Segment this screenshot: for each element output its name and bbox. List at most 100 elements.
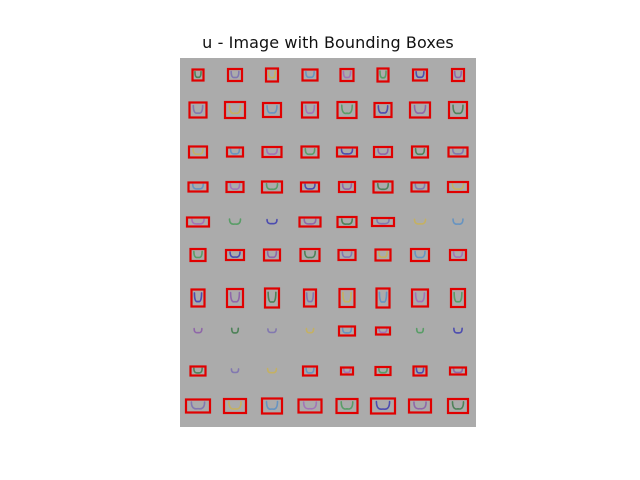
bounding-box [336,215,358,229]
glyph-stroke [305,70,315,79]
glyph-stroke [266,250,278,259]
glyph-sample [411,68,429,82]
bounding-box [300,145,320,159]
glyph-sample [410,181,430,193]
glyph-sample [300,145,320,159]
bounding-box [188,101,208,119]
glyph-stroke [267,291,277,303]
bounding-box [184,398,212,414]
glyph-stroke [376,218,390,225]
glyph-sample [230,368,240,374]
glyph-sample [300,101,320,119]
bounding-box [446,397,470,415]
glyph-stroke [378,367,388,374]
bounding-box [374,326,392,336]
glyph-stroke [452,368,464,374]
glyph-sample [447,146,469,158]
glyph-stroke [415,327,425,334]
glyph-sample [261,145,283,159]
glyph-sample [299,181,321,193]
glyph-sample [188,101,208,119]
bounding-box [187,145,209,159]
glyph-sample [230,327,240,334]
glyph-sample [336,215,358,229]
glyph-stroke [267,70,277,79]
glyph-sample [264,67,280,83]
bounding-box [337,248,357,262]
glyph-stroke [340,218,354,225]
bounding-box [446,180,470,194]
glyph-sample [409,247,431,263]
glyph-sample [410,145,430,159]
glyph-stroke [378,328,388,334]
bounding-box [223,100,247,120]
glyph-sample [338,287,356,309]
glyph-sample [446,397,470,415]
glyph-stroke [415,367,425,374]
glyph-stroke [228,104,242,115]
bounding-box [448,248,468,262]
glyph-sample [266,218,278,225]
glyph-sample [184,398,212,414]
glyph-stroke [194,70,202,79]
bounding-box [450,67,466,83]
glyph-sample [376,67,390,83]
bounding-box-grid [184,67,470,415]
bounding-box [299,181,321,193]
glyph-sample [374,365,392,377]
glyph-stroke [267,328,277,334]
glyph-stroke [304,104,316,115]
glyph-stroke [303,218,317,225]
glyph-stroke [453,327,463,334]
glyph-sample [224,248,246,262]
glyph-sample [302,288,318,308]
glyph-sample [448,248,468,262]
glyph-sample [226,67,244,83]
glyph-sample [372,180,394,194]
glyph-stroke [451,401,465,410]
glyph-sample [187,145,209,159]
glyph-sample [228,218,242,225]
glyph-stroke [341,183,353,190]
glyph-sample [263,287,281,309]
glyph-sample [223,100,247,120]
glyph-stroke [192,147,204,156]
glyph-stroke [378,250,388,259]
glyph-stroke [303,250,317,259]
bounding-box [376,67,390,83]
glyph-sample [413,218,427,225]
bounding-box [339,366,355,376]
glyph-stroke [340,401,354,410]
glyph-stroke [413,104,427,115]
glyph-sample [372,145,394,159]
glyph-sample [336,100,358,120]
bounding-box [260,180,284,194]
glyph-stroke [302,401,318,410]
glyph-stroke [193,367,203,374]
glyph-sample [410,288,430,308]
bounding-box [225,287,245,309]
glyph-stroke [193,250,203,259]
glyph-stroke [191,183,205,190]
bounding-box [225,146,245,158]
glyph-sample [374,248,392,262]
glyph-stroke [341,251,353,258]
bounding-box [410,181,430,193]
bounding-box [297,398,323,414]
glyph-stroke [229,291,241,303]
bounding-box [190,288,206,308]
glyph-sample [191,68,205,82]
glyph-sample [373,101,393,119]
glyph-sample [452,218,464,225]
glyph-sample [412,365,428,377]
glyph-stroke [414,250,426,259]
glyph-stroke [305,367,315,374]
glyph-sample [339,67,355,83]
glyph-stroke [230,327,240,334]
glyph-sample [190,288,206,308]
glyph-stroke [266,367,278,374]
glyph-sample [449,287,467,309]
glyph-sample [408,101,432,119]
glyph-stroke [193,292,203,303]
glyph-sample [301,365,319,377]
